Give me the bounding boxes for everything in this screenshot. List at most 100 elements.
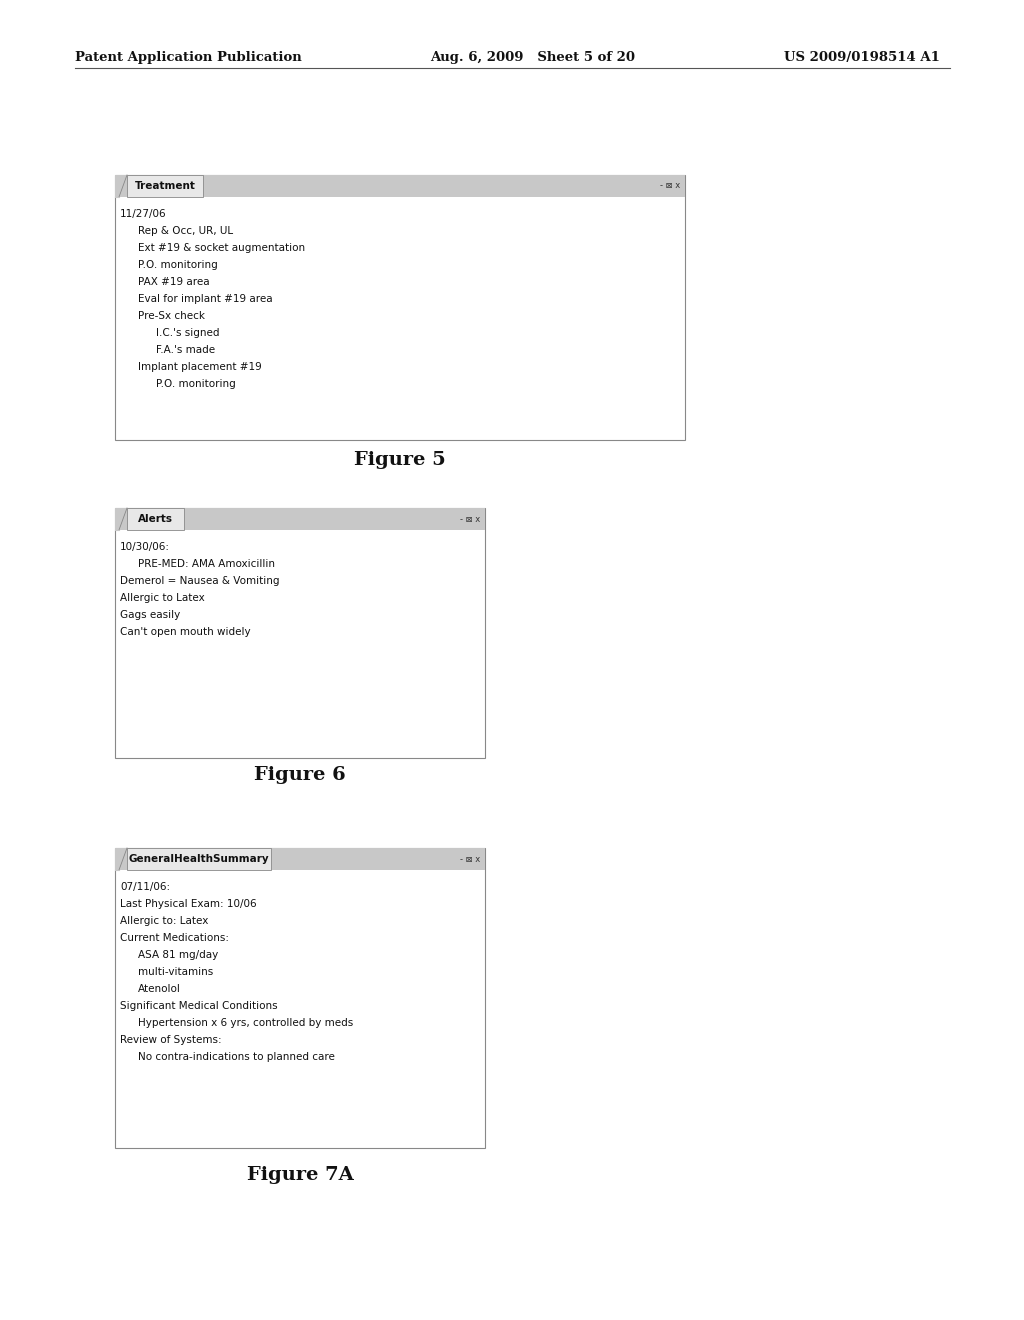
Point (519, 183, 536, 205)
Point (501, 169, 517, 190)
Point (527, 169, 544, 190)
Point (356, 516, 373, 537)
Point (617, 177, 634, 198)
Point (362, 172, 379, 193)
Point (372, 169, 388, 190)
Point (291, 841, 307, 862)
Point (465, 838, 481, 859)
Point (348, 841, 365, 862)
Point (375, 850, 391, 871)
Point (246, 845, 262, 866)
Point (408, 169, 424, 190)
Point (183, 850, 200, 871)
Point (317, 165, 334, 186)
Point (471, 841, 487, 862)
Point (143, 847, 160, 869)
Point (225, 507, 242, 528)
Point (180, 165, 197, 186)
Point (420, 172, 436, 193)
Point (264, 841, 281, 862)
Point (269, 499, 286, 520)
Point (591, 169, 607, 190)
Point (348, 850, 365, 871)
Point (264, 511, 281, 532)
Point (525, 172, 542, 193)
Point (639, 181, 655, 202)
Point (659, 172, 676, 193)
Point (233, 181, 250, 202)
Point (393, 513, 410, 535)
Point (330, 850, 346, 871)
Point (123, 183, 139, 205)
Point (572, 165, 589, 186)
Point (525, 177, 542, 198)
Point (504, 169, 520, 190)
Point (117, 183, 133, 205)
Point (432, 504, 449, 525)
Point (543, 177, 559, 198)
Point (420, 181, 436, 202)
Point (648, 174, 665, 195)
Point (477, 177, 494, 198)
Point (141, 507, 158, 528)
Point (519, 174, 536, 195)
Point (255, 845, 271, 866)
Point (440, 513, 457, 535)
Point (314, 513, 331, 535)
Point (513, 177, 529, 198)
Point (246, 183, 262, 205)
Bar (115, 176, 685, 197)
Point (356, 838, 373, 859)
Point (233, 850, 250, 871)
Point (507, 181, 523, 202)
Point (225, 183, 242, 205)
Point (195, 511, 211, 532)
Point (282, 511, 298, 532)
Point (150, 181, 166, 202)
Point (177, 507, 194, 528)
Point (282, 499, 298, 520)
Point (336, 513, 352, 535)
Point (396, 513, 413, 535)
Point (272, 841, 289, 862)
Point (275, 841, 292, 862)
Point (126, 183, 142, 205)
Point (495, 169, 511, 190)
Point (485, 172, 502, 193)
Point (513, 169, 529, 190)
Point (359, 183, 376, 205)
Point (390, 181, 407, 202)
Point (450, 841, 466, 862)
Point (411, 181, 427, 202)
Point (297, 513, 313, 535)
Point (485, 165, 502, 186)
Point (423, 504, 439, 525)
Point (330, 169, 346, 190)
Point (117, 174, 133, 195)
Point (572, 181, 589, 202)
Point (204, 504, 220, 525)
Point (114, 502, 130, 523)
Point (183, 854, 200, 875)
Point (165, 507, 181, 528)
Point (246, 504, 262, 525)
Point (429, 499, 445, 520)
Point (321, 513, 337, 535)
Point (537, 181, 553, 202)
Point (471, 172, 487, 193)
Point (275, 847, 292, 869)
Point (237, 838, 253, 859)
Point (243, 854, 259, 875)
Point (530, 177, 547, 198)
Point (174, 177, 190, 198)
Point (438, 850, 455, 871)
Point (330, 499, 346, 520)
Point (653, 177, 670, 198)
Point (288, 847, 304, 869)
Point (162, 845, 178, 866)
Point (108, 165, 124, 186)
Point (216, 174, 232, 195)
Point (258, 513, 274, 535)
Point (351, 857, 368, 878)
Point (333, 177, 349, 198)
